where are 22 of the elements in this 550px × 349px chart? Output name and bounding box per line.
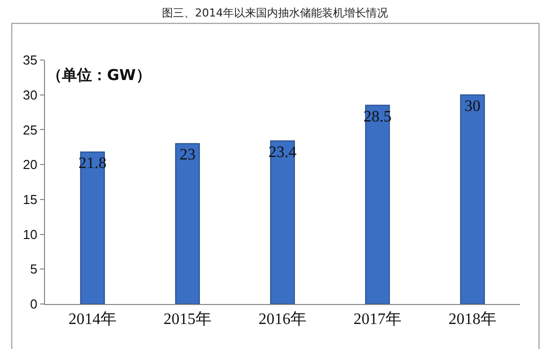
- bar: [175, 143, 200, 304]
- y-tick-label: 20: [22, 157, 38, 172]
- x-tick-label: 2018年: [448, 311, 496, 328]
- data-label: 30: [464, 98, 481, 115]
- x-tick-label: 2017年: [354, 311, 402, 328]
- x-tick-label: 2014年: [68, 311, 116, 328]
- y-tick-label: 0: [30, 296, 38, 312]
- y-tick-label: 30: [22, 87, 38, 102]
- bar: [270, 140, 295, 304]
- x-tick-label: 2016年: [258, 311, 306, 328]
- y-tick-label: 10: [22, 226, 38, 242]
- y-tick-label: 25: [22, 122, 38, 138]
- bar: [460, 94, 485, 304]
- annotation: （单位：GW）: [47, 66, 151, 84]
- bar: [365, 104, 390, 304]
- x-tick-label: 2015年: [164, 311, 212, 328]
- bar: [80, 152, 105, 304]
- chart-title: 图三、2014年以来国内抽水储能装机增长情况: [162, 6, 388, 20]
- y-tick-label: 35: [22, 52, 38, 68]
- data-label: 23: [180, 146, 196, 164]
- y-tick-label: 15: [22, 192, 38, 207]
- y-tick-label: 5: [30, 262, 38, 277]
